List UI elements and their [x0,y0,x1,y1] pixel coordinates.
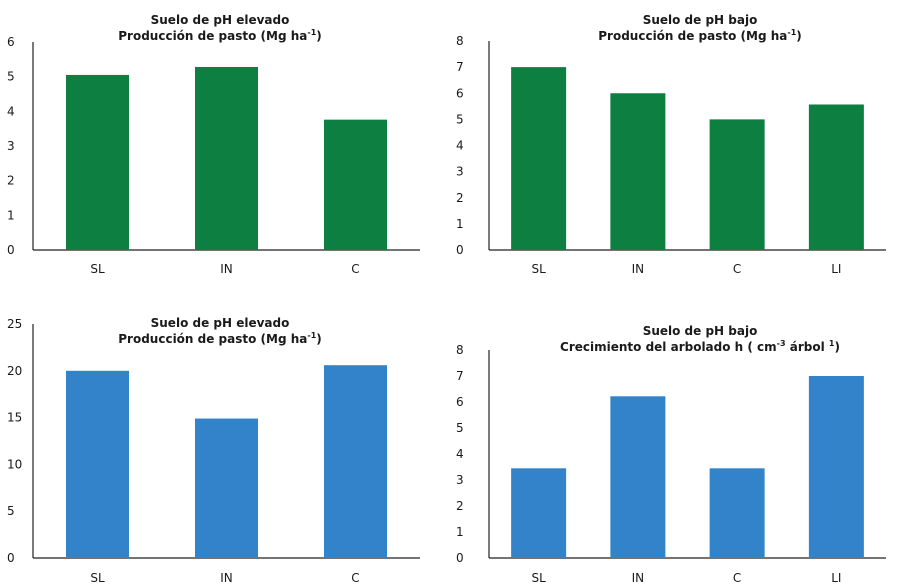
y-tick-label: 5 [456,421,464,435]
y-tick-label: 1 [456,525,464,539]
bar-in [195,66,258,251]
chart-panel-3: Suelo de pH elevado Producción de pasto (… [0,292,449,584]
x-tick-label: IN [220,262,233,276]
y-tick-label: 4 [456,139,464,153]
y-tick-label: 3 [7,139,15,153]
chart-subtitle: Producción de pasto (Mg ha-1) [118,28,322,43]
y-tick-label: 5 [7,70,15,84]
y-tick-label: 15 [7,411,22,425]
x-tick-label: SL [90,262,105,276]
bar-sl [511,468,567,558]
chart-panel-4: Suelo de pH bajo Crecimiento del arbolado… [449,292,899,584]
chart-title: Suelo de pH elevado [151,316,290,330]
y-tick-label: 0 [456,243,464,257]
y-tick-label: 1 [456,217,464,231]
y-tick-label: 5 [7,504,15,518]
bar-in [610,93,666,250]
bar-in [195,418,258,558]
y-tick-label: 8 [456,34,464,48]
x-tick-label: IN [632,571,645,584]
bar-c [324,365,387,558]
x-tick-label: C [733,262,741,276]
x-tick-label: SL [531,262,546,276]
bar-sl [66,74,129,250]
x-tick-label: LI [831,571,841,584]
y-tick-label: 3 [456,473,464,487]
chart-subtitle: Crecimiento del arbolado h ( cm-3 árbol … [560,339,840,354]
y-tick-label: 2 [456,499,464,513]
chart-panel-2: Suelo de pH bajo Producción de pasto (Mg … [449,0,899,292]
y-tick-label: 1 [7,208,15,222]
bar-sl [66,370,129,558]
y-tick-label: 0 [456,551,464,565]
y-tick-label: 20 [7,364,22,378]
chart-panel-1: Suelo de pH elevado Producción de pasto (… [0,0,449,292]
chart-title: Suelo de pH bajo [643,324,758,338]
y-tick-label: 25 [7,317,22,331]
y-tick-label: 0 [7,243,15,257]
x-tick-label: SL [90,571,105,584]
bar-c [709,468,765,558]
x-tick-label: LI [831,262,841,276]
chart-title: Suelo de pH elevado [151,13,290,27]
y-tick-label: 7 [456,369,464,383]
chart-subtitle: Producción de pasto (Mg ha-1) [598,28,802,43]
y-tick-label: 5 [456,112,464,126]
y-tick-label: 4 [7,104,15,118]
x-tick-label: IN [632,262,645,276]
x-tick-label: SL [531,571,546,584]
y-tick-label: 6 [456,395,464,409]
bar-li [808,104,864,250]
x-tick-label: IN [220,571,233,584]
chart-title: Suelo de pH bajo [643,13,758,27]
x-tick-label: C [733,571,741,584]
bar-sl [511,67,567,250]
bar-c [709,119,765,250]
y-tick-label: 3 [456,165,464,179]
x-tick-label: C [351,262,359,276]
y-tick-label: 8 [456,343,464,357]
y-tick-label: 2 [456,191,464,205]
y-tick-label: 10 [7,457,22,471]
y-tick-label: 6 [456,86,464,100]
bar-li [808,376,864,558]
y-tick-label: 7 [456,60,464,74]
chart-subtitle: Producción de pasto (Mg ha-1) [118,331,322,346]
bar-c [324,119,387,250]
y-tick-label: 2 [7,174,15,188]
x-tick-label: C [351,571,359,584]
y-tick-label: 6 [7,35,15,49]
bar-in [610,396,666,558]
y-tick-label: 4 [456,447,464,461]
y-tick-label: 0 [7,551,15,565]
